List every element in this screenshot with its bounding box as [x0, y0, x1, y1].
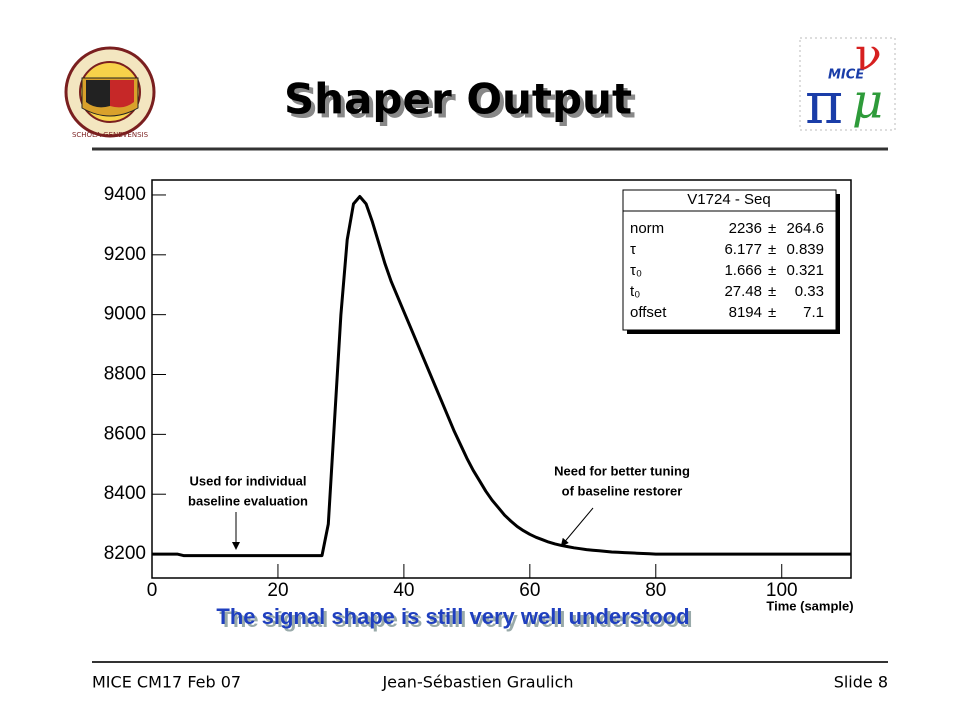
stats-sign: ±	[768, 241, 776, 258]
stats-name: τ₀	[630, 262, 642, 279]
y-tick-label: 9200	[104, 244, 146, 265]
caption-shadow: The signal shape is still very well unde…	[219, 607, 692, 632]
stats-name: norm	[630, 220, 664, 237]
stats-box	[622, 189, 837, 331]
annotation: Need for better tuning	[554, 463, 690, 478]
stats-sign: ±	[768, 220, 776, 237]
stats-value: 6.177	[724, 241, 762, 258]
x-axis-label: Time (sample)	[766, 598, 853, 613]
y-tick-label: 8400	[104, 483, 146, 504]
stats-name: τ	[630, 241, 636, 258]
logo-letter: π	[805, 69, 843, 137]
stats-error: 264.6	[786, 220, 824, 237]
logo-letter: μ	[852, 74, 883, 130]
x-tick-label: 0	[147, 580, 158, 601]
y-tick-label: 8200	[104, 543, 146, 564]
logo-right: MICE π μ ν	[799, 30, 896, 137]
y-tick-label: 8600	[104, 423, 146, 444]
y-tick-label: 8800	[104, 364, 146, 385]
signal-line	[152, 195, 851, 558]
stats-title: V1724 - Seq	[687, 191, 770, 208]
logo-letter: ν	[855, 30, 882, 81]
annotation: baseline evaluation	[188, 493, 308, 508]
stats-name: t₀	[630, 283, 640, 300]
stats-sign: ±	[768, 283, 776, 300]
logo-motto: SCHOLA GENEVENSIS	[72, 131, 149, 139]
title-shadow: Shaper Output	[288, 79, 636, 128]
annotation: Used for individual	[189, 473, 306, 488]
y-tick-label: 9000	[104, 304, 146, 325]
stats-value: 1.666	[724, 262, 762, 279]
x-tick-label: 100	[766, 580, 798, 601]
stats-error: 7.1	[803, 304, 824, 321]
stats-sign: ±	[768, 262, 776, 279]
y-tick-label: 9400	[104, 184, 146, 205]
arrow	[560, 507, 594, 547]
stats-name: offset	[630, 304, 667, 321]
stats-value: 8194	[729, 304, 762, 321]
annotation: of baseline restorer	[562, 483, 683, 498]
stats-error: 0.321	[786, 262, 824, 279]
caption: The signal shape is still very well unde…	[216, 604, 689, 629]
footer-center: Jean-Sébastien Graulich	[381, 673, 573, 692]
x-tick-label: 20	[267, 580, 288, 601]
x-tick-label: 80	[645, 580, 666, 601]
title: Shaper Output	[284, 75, 632, 124]
plot-frame	[151, 179, 852, 579]
logo-left: SCHOLA GENEVENSIS	[64, 46, 156, 139]
stats-value: 2236	[729, 220, 762, 237]
x-tick-label: 40	[393, 580, 414, 601]
x-tick-label: 60	[519, 580, 540, 601]
stats-value: 27.48	[724, 283, 762, 300]
logo-label: MICE	[828, 68, 864, 83]
footer-left: MICE CM17 Feb 07	[92, 673, 241, 692]
stats-error: 0.33	[795, 283, 824, 300]
stats-sign: ±	[768, 304, 776, 321]
stats-error: 0.839	[786, 241, 824, 258]
footer-right: Slide 8	[834, 673, 888, 692]
